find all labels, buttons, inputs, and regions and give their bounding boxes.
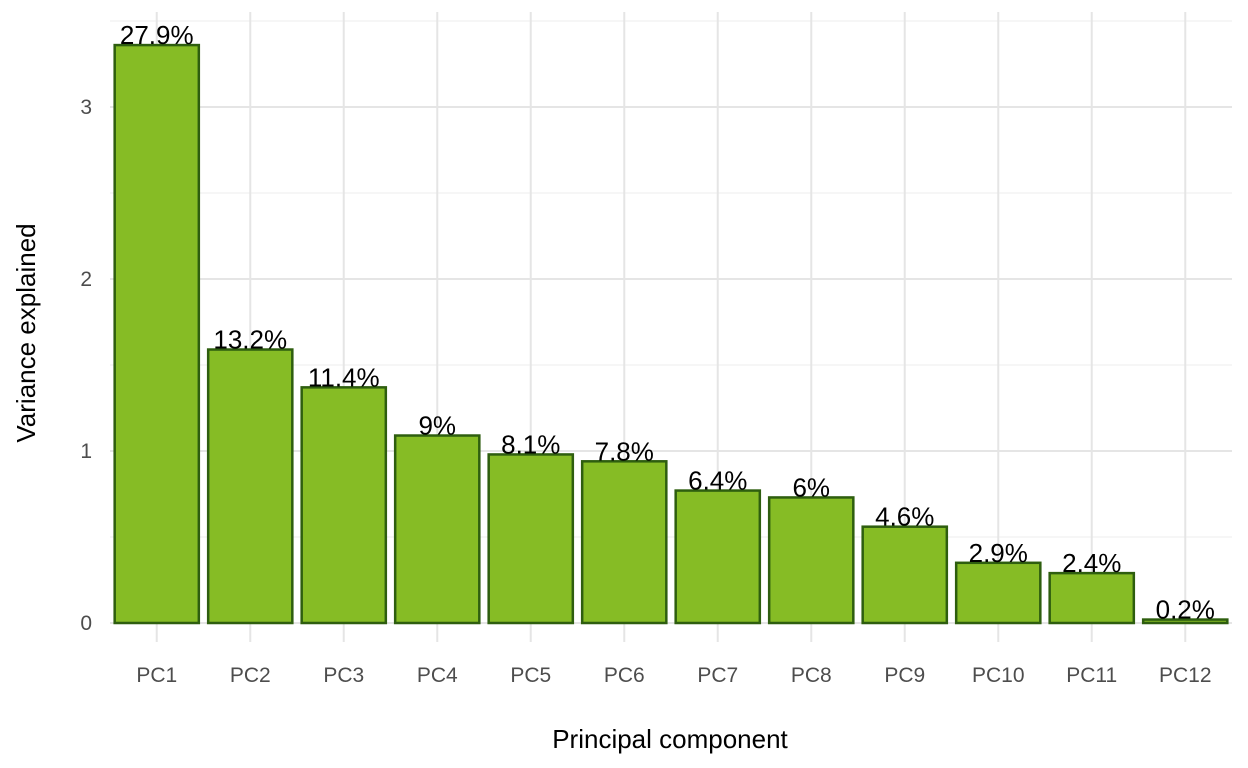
data-label-pc2: 13.2% — [213, 325, 287, 355]
y-tick-label: 1 — [80, 440, 92, 463]
x-axis-title: Principal component — [552, 724, 788, 754]
bar-pc12 — [1141, 618, 1229, 625]
x-tick-label: PC12 — [1159, 664, 1212, 687]
bar-pc5 — [487, 453, 575, 625]
data-label-pc1: 27.9% — [120, 20, 194, 50]
x-tick-label: PC7 — [697, 664, 738, 687]
x-tick-label: PC10 — [972, 664, 1025, 687]
bar-pc4 — [393, 434, 481, 625]
y-axis-ticks: 0 1 2 3 — [80, 96, 92, 635]
data-label-pc8: 6% — [792, 472, 830, 502]
data-label-pc5: 8.1% — [501, 429, 560, 459]
x-tick-label: PC4 — [417, 664, 458, 687]
bar-pc2 — [206, 348, 294, 625]
x-tick-label: PC8 — [791, 664, 832, 687]
data-label-pc10: 2.9% — [969, 538, 1028, 568]
data-label-pc3: 11.4% — [308, 362, 380, 392]
x-tick-label: PC1 — [136, 664, 177, 687]
bar-pc9 — [861, 525, 949, 625]
bar-pc8 — [767, 496, 855, 625]
x-tick-label: PC2 — [230, 664, 271, 687]
y-tick-label: 3 — [80, 96, 92, 119]
bar-pc10 — [954, 561, 1042, 625]
bars — [113, 43, 1229, 625]
bar-pc11 — [1048, 571, 1136, 625]
bar-pc3 — [300, 386, 388, 625]
y-axis-title: Variance explained — [11, 223, 41, 442]
data-label-pc4: 9% — [418, 411, 456, 441]
x-axis-ticks: PC1 PC2 PC3 PC4 PC5 PC6 PC7 PC8 PC9 PC10 PC11 PC12 — [136, 664, 1211, 687]
bar-pc7 — [674, 489, 762, 625]
x-tick-label: PC3 — [323, 664, 364, 687]
y-tick-label: 0 — [80, 612, 92, 635]
bar-pc6 — [580, 460, 668, 625]
data-labels: 27.9% 13.2% 11.4% 9% 8.1% 7.8% 6.4% 6% 4.6% 2.9% 2… — [120, 20, 1215, 624]
x-tick-label: PC9 — [884, 664, 925, 687]
data-label-pc12: 0.2% — [1156, 595, 1215, 625]
x-tick-label: PC6 — [604, 664, 645, 687]
data-label-pc9: 4.6% — [875, 502, 934, 532]
data-label-pc6: 7.8% — [595, 436, 654, 466]
x-tick-label: PC5 — [510, 664, 551, 687]
y-tick-label: 2 — [80, 268, 92, 291]
data-label-pc7: 6.4% — [688, 466, 747, 496]
x-tick-label: PC11 — [1066, 664, 1117, 687]
data-label-pc11: 2.4% — [1062, 548, 1121, 578]
bar-pc1 — [113, 43, 201, 625]
